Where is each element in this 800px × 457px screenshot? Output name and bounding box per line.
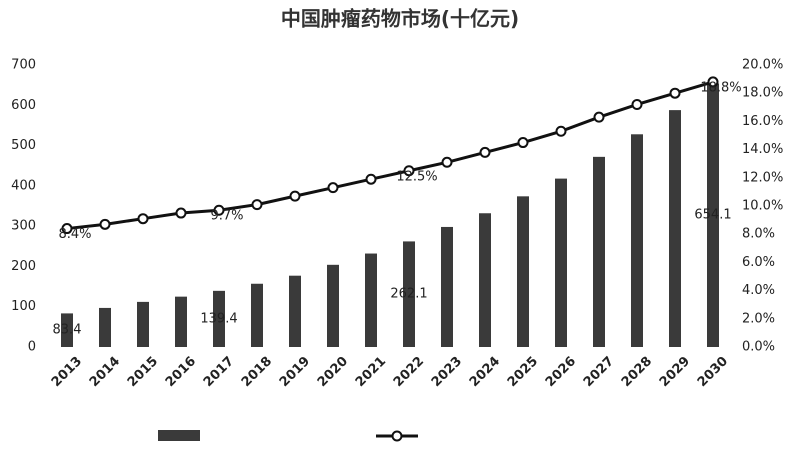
line-marker	[707, 76, 719, 88]
line-marker	[175, 207, 187, 219]
x-tick-label: 2021	[353, 354, 389, 390]
bar	[327, 264, 339, 347]
bar	[175, 296, 187, 347]
y2-tick-label: 0.0%	[742, 340, 775, 355]
data-label: 18.8%	[700, 80, 741, 95]
data-label: 262.1	[390, 287, 427, 302]
line-marker	[517, 137, 529, 149]
bar	[251, 283, 263, 347]
x-tick-label: 2018	[239, 354, 275, 390]
line-marker	[669, 87, 681, 99]
legend-swatch-bar	[158, 430, 200, 441]
bar	[61, 313, 73, 347]
line-marker	[593, 111, 605, 123]
y-tick-label: 300	[11, 219, 36, 234]
x-tick-label: 2019	[277, 354, 313, 390]
line-marker	[251, 199, 263, 211]
x-tick-label: 2027	[581, 354, 617, 390]
bar	[289, 275, 301, 347]
x-tick-label: 2016	[163, 354, 199, 390]
y2-tick-label: 10.0%	[742, 199, 783, 214]
bar	[365, 253, 377, 347]
y2-tick-label: 6.0%	[742, 255, 775, 270]
data-label: 9.7%	[210, 209, 243, 224]
line-marker	[289, 190, 301, 202]
bar	[517, 196, 529, 347]
x-tick-label: 2015	[125, 354, 161, 390]
data-label: 139.4	[200, 311, 237, 326]
bar	[99, 307, 111, 347]
x-tick-label: 2026	[543, 354, 579, 390]
line-marker	[327, 182, 339, 194]
y-tick-label: 400	[11, 178, 36, 193]
x-tick-label: 2024	[467, 354, 503, 390]
line-marker	[213, 204, 225, 216]
bar	[555, 178, 567, 347]
data-label: 83.4	[53, 323, 82, 338]
y-tick-label: 200	[11, 259, 36, 274]
bar	[631, 134, 643, 347]
bar	[137, 301, 149, 347]
y2-tick-label: 20.0%	[742, 58, 783, 73]
y2-tick-label: 8.0%	[742, 227, 775, 242]
line-marker	[61, 223, 73, 235]
line-marker	[99, 218, 111, 230]
line-marker	[555, 125, 567, 137]
bar	[669, 110, 681, 348]
x-tick-label: 2025	[505, 354, 541, 390]
bar	[441, 226, 453, 347]
line-marker	[441, 156, 453, 168]
legend-marker	[391, 430, 403, 442]
y2-tick-label: 2.0%	[742, 311, 775, 326]
x-tick-label: 2022	[391, 354, 427, 390]
chart-title: 中国肿瘤药物市场(十亿元)	[281, 7, 519, 31]
data-label: 12.5%	[396, 169, 437, 184]
y-tick-label: 600	[11, 98, 36, 113]
x-tick-label: 2023	[429, 354, 465, 390]
bar	[593, 156, 605, 347]
x-tick-label: 2014	[87, 354, 123, 390]
y-tick-label: 0	[28, 340, 36, 355]
line-marker	[631, 98, 643, 110]
line-marker	[403, 165, 415, 177]
x-tick-label: 2028	[619, 354, 655, 390]
y-tick-label: 500	[11, 138, 36, 153]
x-tick-label: 2017	[201, 354, 237, 390]
data-label: 654.1	[694, 208, 731, 223]
y2-tick-label: 16.0%	[742, 114, 783, 129]
x-tick-label: 2020	[315, 354, 351, 390]
y2-tick-label: 18.0%	[742, 86, 783, 101]
x-tick-label: 2030	[695, 354, 731, 390]
data-label: 8.4%	[58, 227, 91, 242]
bar	[707, 83, 719, 347]
y2-tick-label: 4.0%	[742, 283, 775, 298]
bar	[479, 213, 491, 347]
y-tick-label: 100	[11, 299, 36, 314]
line-marker	[365, 173, 377, 185]
x-tick-label: 2029	[657, 354, 693, 390]
line-marker	[137, 213, 149, 225]
line-marker	[479, 146, 491, 158]
y2-tick-label: 14.0%	[742, 142, 783, 157]
bar	[403, 241, 415, 347]
line	[66, 80, 714, 231]
y2-tick-label: 12.0%	[742, 170, 783, 185]
x-tick-label: 2013	[49, 354, 85, 390]
bar	[213, 290, 225, 347]
y-tick-label: 700	[11, 58, 36, 73]
